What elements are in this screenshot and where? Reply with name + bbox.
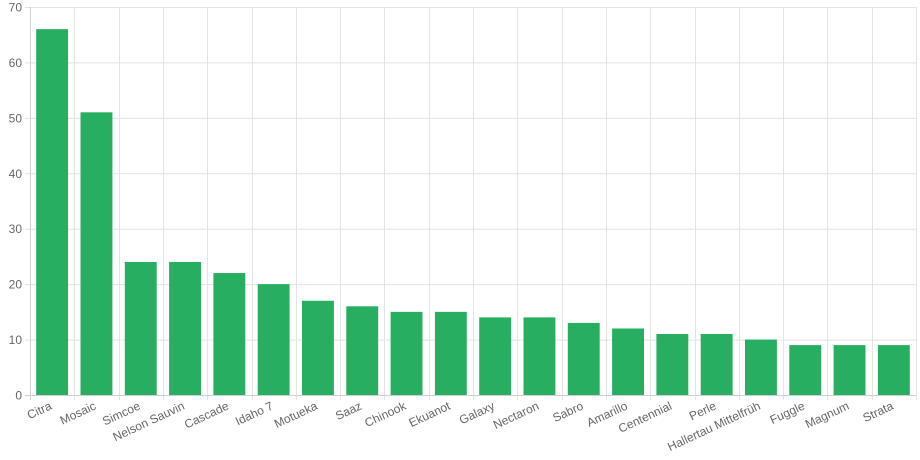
bar[interactable] xyxy=(302,300,334,395)
bar[interactable] xyxy=(700,334,733,395)
x-tick-label: Idaho 7 xyxy=(233,399,275,429)
x-tick-label: Ekuanot xyxy=(407,398,453,430)
x-tick-label: Strata xyxy=(861,399,896,425)
bar[interactable] xyxy=(656,334,689,395)
x-tick-label: Saaz xyxy=(333,399,364,423)
bar[interactable] xyxy=(257,284,290,395)
bar[interactable] xyxy=(877,345,910,395)
x-tick-label: Fuggle xyxy=(768,399,807,427)
y-tick-label: 70 xyxy=(9,1,23,15)
y-tick-label: 0 xyxy=(15,389,22,403)
x-tick-label: Citra xyxy=(25,399,54,423)
y-tick-label: 40 xyxy=(9,167,23,181)
bar[interactable] xyxy=(80,112,113,396)
x-tick-label: Mosaic xyxy=(58,399,98,428)
x-tick-label: Magnum xyxy=(803,399,851,431)
y-tick-label: 20 xyxy=(9,278,23,292)
y-tick-label: 10 xyxy=(9,333,23,347)
bar[interactable] xyxy=(434,311,467,395)
bar[interactable] xyxy=(213,273,246,395)
bar[interactable] xyxy=(479,317,512,395)
bars-layer xyxy=(36,29,910,396)
bar[interactable] xyxy=(745,339,777,395)
x-tick-label: Cascade xyxy=(182,399,231,432)
y-tick-label: 30 xyxy=(9,222,23,236)
bar[interactable] xyxy=(612,328,644,395)
bar[interactable] xyxy=(390,311,423,395)
bar[interactable] xyxy=(36,29,69,396)
y-tick-label: 50 xyxy=(9,111,23,125)
bar[interactable] xyxy=(169,261,201,395)
bar[interactable] xyxy=(567,322,600,395)
x-tick-label: Nectaron xyxy=(491,399,541,432)
bar[interactable] xyxy=(346,306,379,395)
bar[interactable] xyxy=(523,317,556,395)
y-tick-label: 60 xyxy=(9,56,23,70)
grid-layer xyxy=(25,7,917,400)
x-tick-label: Chinook xyxy=(362,398,409,430)
x-tick-label: Sabro xyxy=(550,399,585,425)
bar[interactable] xyxy=(124,261,157,395)
x-tick-label: Motueka xyxy=(272,399,320,431)
x-tick-label: Galaxy xyxy=(457,399,497,427)
bar[interactable] xyxy=(833,345,866,395)
bar[interactable] xyxy=(789,345,822,395)
